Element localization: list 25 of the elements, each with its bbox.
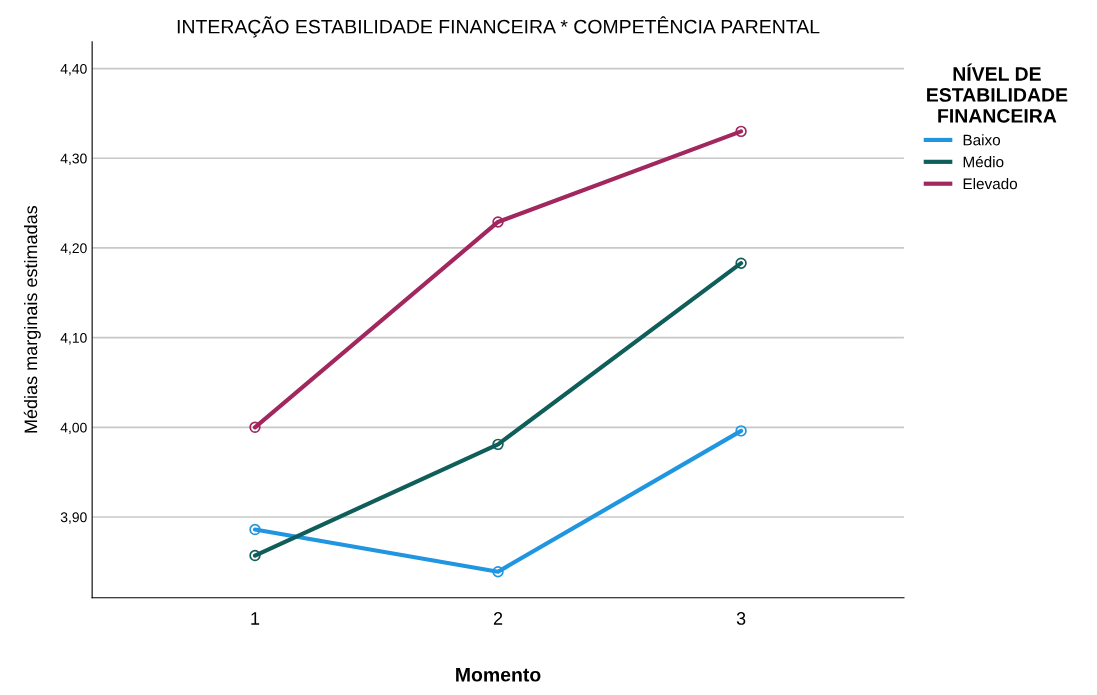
point xyxy=(492,216,504,228)
point xyxy=(249,421,261,434)
legend-label: Médio xyxy=(963,155,1004,168)
y-tick-label: 3,90 xyxy=(60,512,87,524)
y-tick-label: 4,20 xyxy=(60,243,87,255)
x-tick-label: 1 xyxy=(251,612,260,625)
y-tick-label: 4,10 xyxy=(60,332,87,345)
y-axis-title: Médias marginais estimadas xyxy=(23,205,41,433)
y-tick-label: 4,30 xyxy=(60,153,87,166)
point xyxy=(492,565,504,578)
y-tick-label: 4,40 xyxy=(60,63,87,76)
point xyxy=(492,438,504,451)
point xyxy=(249,549,261,562)
point xyxy=(735,125,747,138)
point xyxy=(249,523,261,536)
point xyxy=(735,425,747,437)
x-tick-label: 3 xyxy=(736,612,746,625)
legend-label: Elevado xyxy=(963,177,1018,190)
x-axis-title: Momento xyxy=(456,668,541,682)
point xyxy=(735,257,747,269)
y-tick-label: 4,00 xyxy=(60,422,87,435)
chart-title: INTERAÇÃO ESTABILIDADE FINANCEIRA * COMPETÊNCIA PARENTAL xyxy=(177,16,820,38)
x-tick-label: 2 xyxy=(493,612,503,625)
legend-label: Baixo xyxy=(963,134,1001,146)
legend-title: NÍVEL DE ESTABILIDADE FINANCEIRA xyxy=(927,63,1068,123)
